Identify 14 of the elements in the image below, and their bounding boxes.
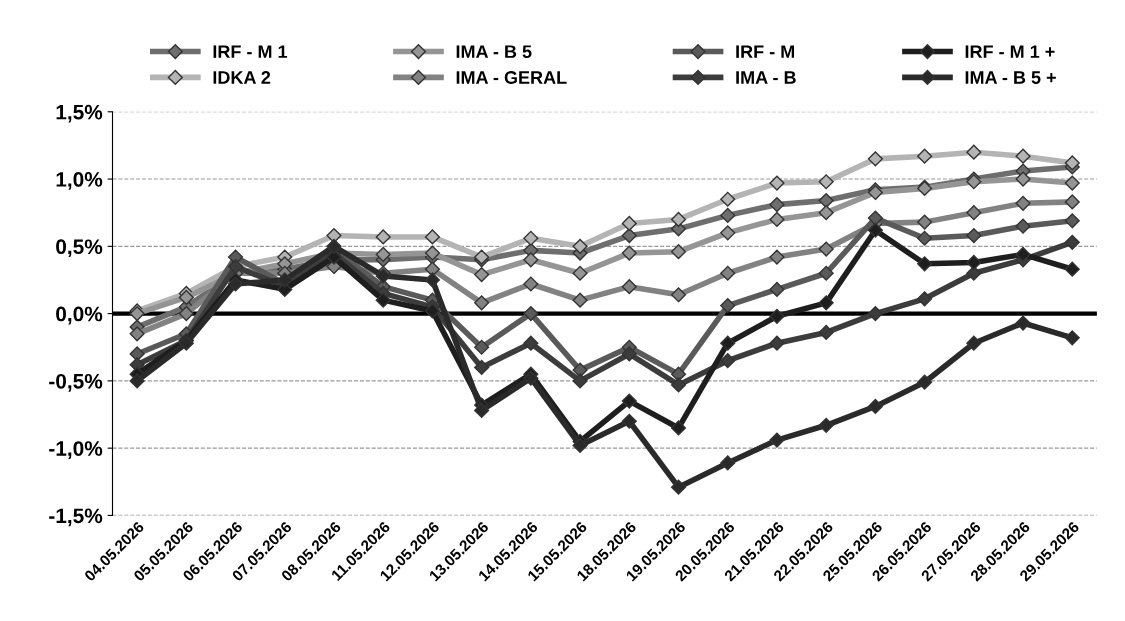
legend-label: IDKA 2 [213,71,271,84]
y-tick-label: 1,0% [56,172,103,190]
y-tick-label: -0,5% [49,373,103,392]
legend-label: IMA - B [736,71,796,84]
legend-label: IRF - M 1 + [965,45,1055,58]
legend-label: IMA - B 5 + [965,71,1056,84]
legend-label: IRF - M [736,45,795,58]
y-tick-label: -1,0% [49,441,103,459]
legend-label: IMA - GERAL [456,71,567,84]
y-tick-label: 1,5% [56,104,103,123]
y-tick-label: 0,5% [56,239,103,258]
legend-label: IRF - M 1 [213,45,288,58]
legend-label: IMA - B 5 [456,45,532,59]
y-tick-label: 0,0% [56,306,103,325]
